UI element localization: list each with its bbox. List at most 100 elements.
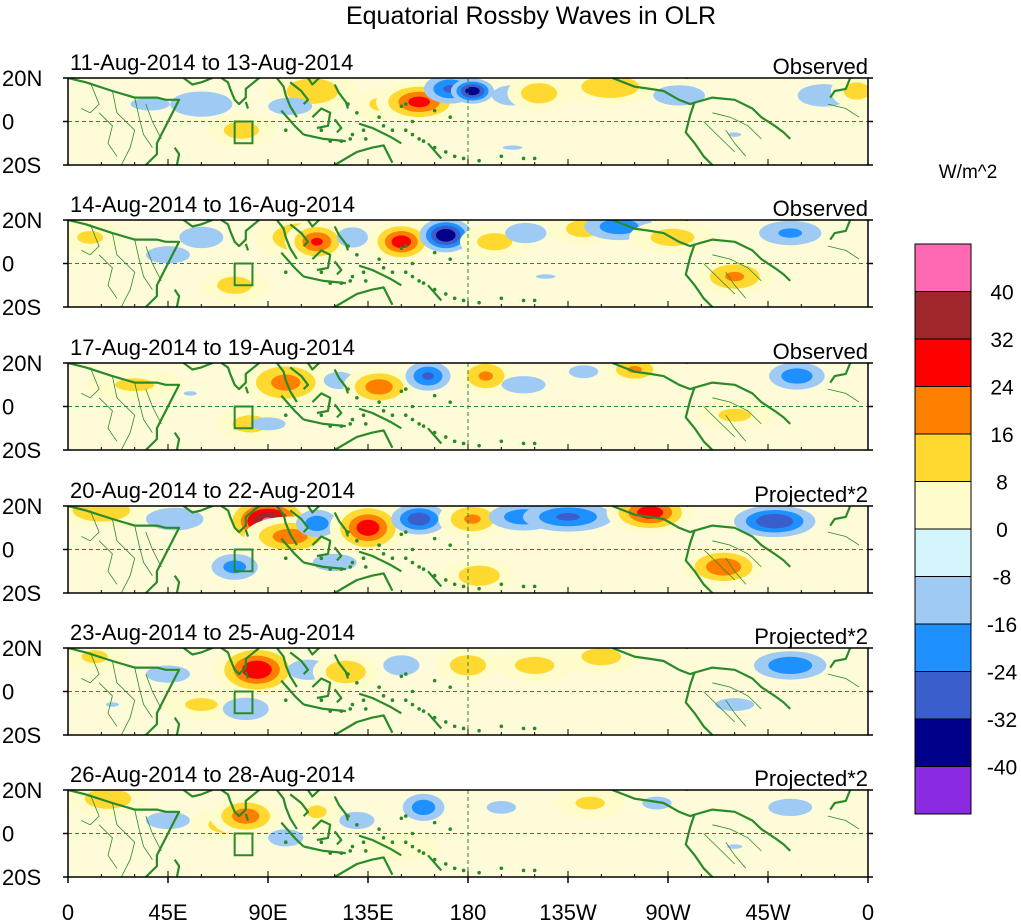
anomaly-blob <box>250 417 286 431</box>
chart-title: Equatorial Rossby Waves in OLR <box>346 2 716 30</box>
panel-date-range: 17-Aug-2014 to 19-Aug-2014 <box>70 335 355 360</box>
anomaly-blob <box>438 506 507 539</box>
panel-label: Projected*2 <box>754 766 868 791</box>
panel-label: Observed <box>773 339 868 364</box>
colorbar-swatch <box>914 386 972 435</box>
reference-box <box>233 832 254 857</box>
anomaly-blob <box>505 222 547 244</box>
panel-5: 20N 0 20S 23-Aug-2014 to 25-Aug-2014 Project… <box>2 620 873 748</box>
panel-date-range: 23-Aug-2014 to 25-Aug-2014 <box>70 620 355 645</box>
x-tick-label: 135E <box>342 900 393 922</box>
panel-date-range: 11-Aug-2014 to 13-Aug-2014 <box>70 50 353 75</box>
y-tick-label: 20N <box>2 494 42 519</box>
anomaly-blob <box>212 648 302 697</box>
y-tick-label: 0 <box>2 252 14 277</box>
y-tick-label: 20S <box>2 153 41 178</box>
colorbar-swatch <box>914 766 972 815</box>
coastlines <box>68 506 860 593</box>
colorbar-swatch <box>914 481 972 530</box>
anomaly-blob <box>442 557 516 593</box>
anomaly-blob <box>368 220 435 264</box>
anomaly-blob <box>343 366 415 407</box>
x-tick-label: 135W <box>539 900 597 922</box>
colorbar-tick-label: -24 <box>987 662 1018 685</box>
colorbar-swatch <box>914 528 972 577</box>
x-tick-label: 0 <box>862 900 874 922</box>
colorbar-tick-label: 8 <box>996 472 1008 495</box>
reference-box <box>233 262 254 287</box>
y-tick-label: 20S <box>2 865 41 890</box>
anomaly-blob <box>522 506 614 532</box>
anomaly-blob <box>769 363 825 390</box>
panel-label: Observed <box>773 54 868 79</box>
anomaly-field <box>68 648 827 721</box>
y-tick-label: 0 <box>2 110 14 135</box>
anomaly-blob <box>170 91 233 117</box>
anomaly-blob <box>563 78 658 106</box>
anomaly-blob <box>145 811 191 830</box>
anomaly-blob <box>456 363 515 396</box>
colorbar-tick-label: -16 <box>987 614 1017 637</box>
panel-1: 20N 0 20S 11-Aug-2014 to 13-Aug-2014 Observe… <box>2 50 873 178</box>
anomaly-blob <box>501 376 546 394</box>
panel-date-range: 14-Aug-2014 to 16-Aug-2014 <box>70 192 355 217</box>
colorbar-swatch <box>914 338 972 387</box>
colorbar-swatch <box>914 671 972 720</box>
coastlines <box>68 78 860 165</box>
y-tick-label: 0 <box>2 395 14 420</box>
panel-label: Projected*2 <box>754 482 868 507</box>
anomaly-blob <box>450 78 495 104</box>
anomaly-blob <box>502 145 523 150</box>
panel-2: 20N 0 20S 14-Aug-2014 to 16-Aug-2014 Observe… <box>2 192 873 320</box>
anomaly-blob <box>715 698 755 711</box>
anomaly-blob <box>402 793 445 822</box>
anomaly-blob <box>105 702 120 707</box>
y-tick-label: 20S <box>2 723 41 748</box>
anomaly-blob <box>733 506 816 538</box>
colorbar-swatch <box>914 433 972 482</box>
anomaly-blob <box>179 226 224 249</box>
anomaly-blob <box>364 831 439 862</box>
anomaly-blob <box>383 655 420 676</box>
anomaly-blob <box>329 506 407 555</box>
anomaly-blob <box>130 97 170 111</box>
y-tick-label: 20N <box>2 778 42 803</box>
anomaly-blob <box>681 546 766 588</box>
x-tick-label: 90W <box>645 900 690 922</box>
reference-box <box>233 405 254 430</box>
anomaly-blob <box>486 801 517 814</box>
colorbar-tick-label: 40 <box>990 282 1013 305</box>
colorbar-tick-label: -32 <box>987 709 1017 732</box>
anomaly-blob <box>495 648 574 683</box>
anomaly-blob <box>759 220 822 246</box>
anomaly-blob <box>568 365 599 379</box>
y-tick-label: 0 <box>2 538 14 563</box>
panel-date-range: 26-Aug-2014 to 28-Aug-2014 <box>70 762 355 787</box>
anomaly-blob <box>507 78 571 111</box>
reference-box <box>233 120 254 145</box>
panel-label: Projected*2 <box>754 624 868 649</box>
x-axis: 0 45E 90E 135E 180 135W 90W 45W 0 <box>62 877 874 922</box>
anomaly-blob <box>391 506 447 535</box>
colorbar-tick-label: -8 <box>993 567 1012 590</box>
anomaly-field <box>130 78 868 150</box>
anomaly-blob <box>183 391 197 396</box>
anomaly-blob <box>562 648 641 674</box>
colorbar-tick-label: -40 <box>987 757 1017 780</box>
panel-3: 20N 0 20S 17-Aug-2014 to 19-Aug-2014 Observe… <box>2 335 873 463</box>
y-tick-label: 0 <box>2 822 14 847</box>
reference-box <box>233 690 254 715</box>
anomaly-blob <box>145 507 204 531</box>
anomaly-blob <box>292 795 342 828</box>
x-tick-label: 90E <box>248 900 287 922</box>
y-tick-label: 20S <box>2 581 41 606</box>
panel-date-range: 20-Aug-2014 to 22-Aug-2014 <box>70 478 355 503</box>
anomaly-blob <box>68 648 128 673</box>
panel-6: 20N 0 20S 26-Aug-2014 to 28-Aug-2014 Project… <box>2 762 873 890</box>
anomaly-blob <box>145 246 191 264</box>
x-tick-label: 45E <box>148 900 187 922</box>
panel-label: Observed <box>773 196 868 221</box>
anomaly-blob <box>553 790 627 819</box>
y-tick-label: 20N <box>2 636 42 661</box>
